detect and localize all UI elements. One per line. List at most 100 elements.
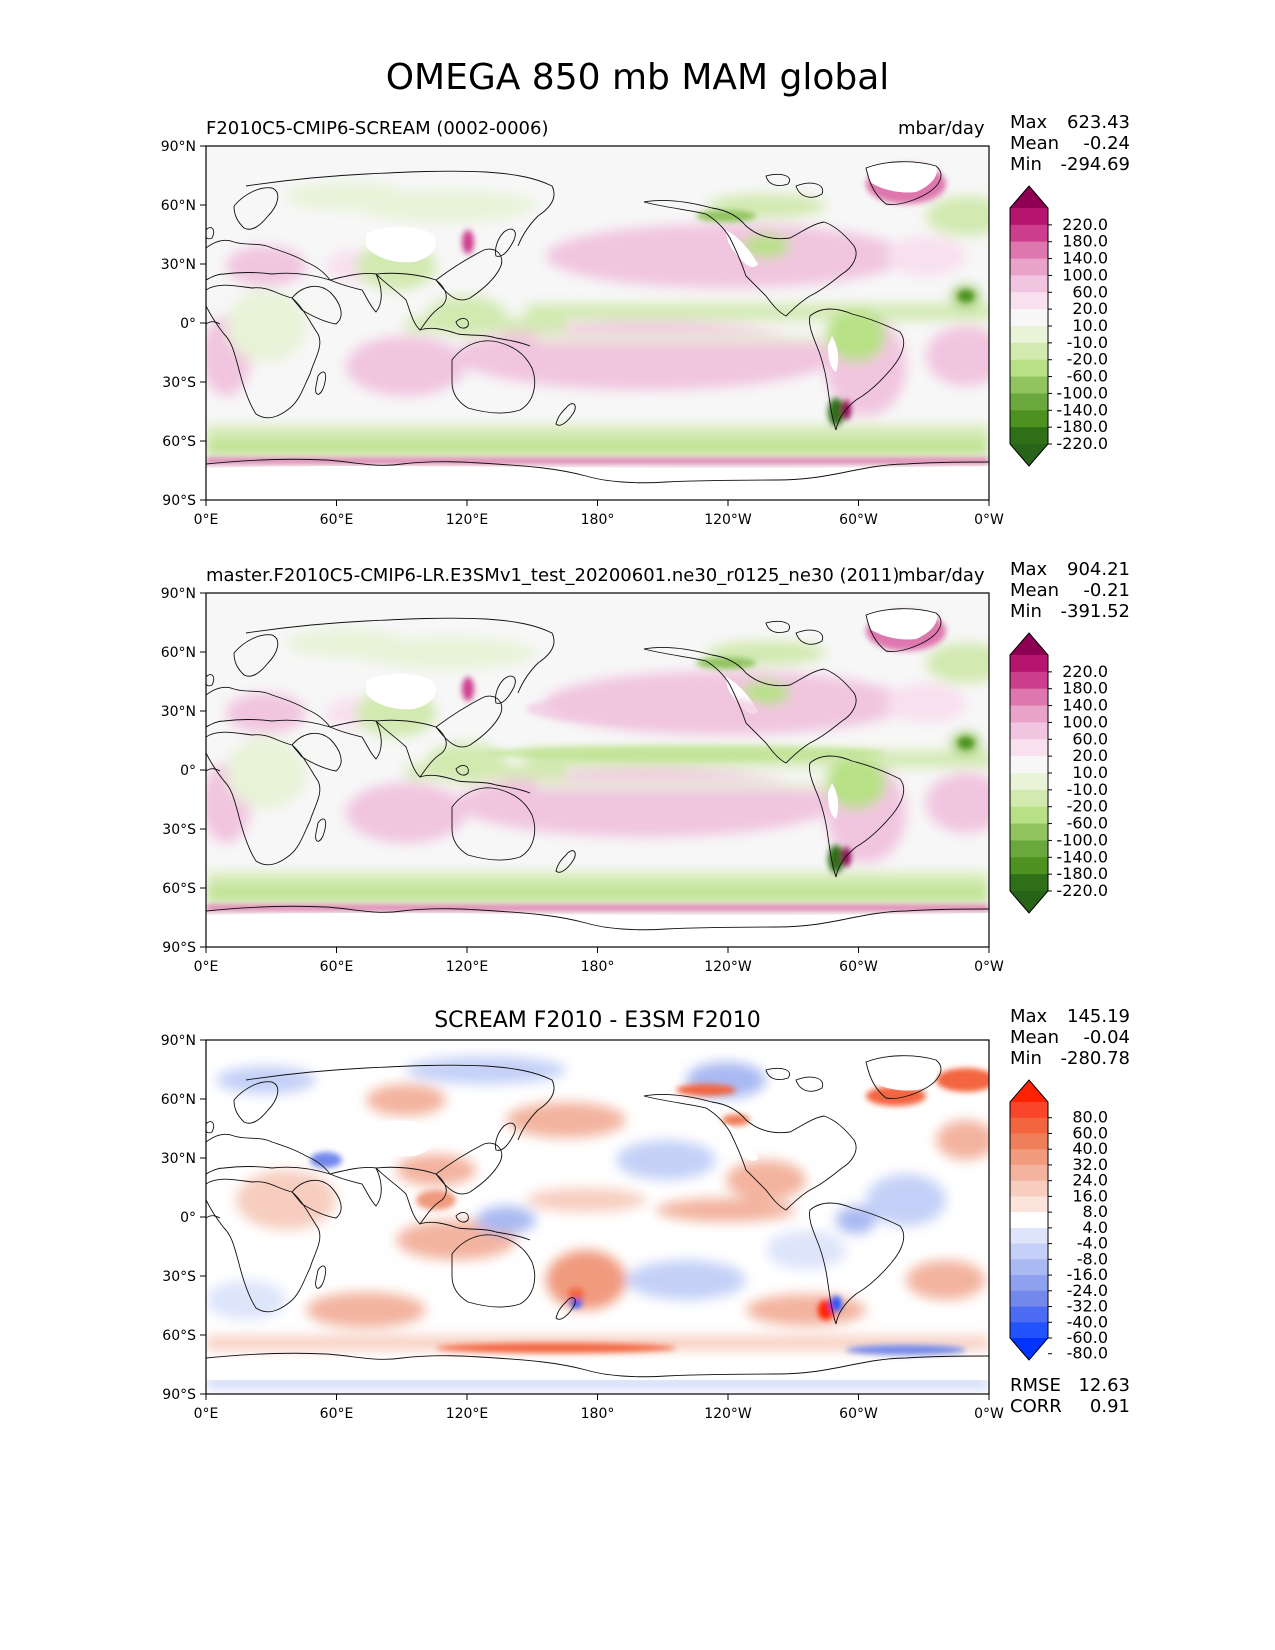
colorbar-tick-label: -180.0 [1056,864,1108,883]
lon-tick-label: 120°W [704,1406,752,1422]
lat-tick-label: 30°N [161,257,196,273]
lat-tick-label: 30°N [161,704,196,720]
lon-tick-label: 180° [581,959,615,975]
colorbar-tick-label: 60.0 [1072,729,1108,748]
colorbar-tick-label: -140.0 [1056,400,1108,419]
lon-tick-label: 60°W [839,1406,878,1422]
panel-3-map [205,1039,990,1395]
lat-tick-label: 90°N [161,139,196,155]
panel-2-colorbar: 220.0180.0140.0100.060.020.010.0-10.0-20… [1009,632,1108,914]
colorbar-tick-label: 24.0 [1072,1171,1108,1190]
lon-tick-label: 0°E [194,959,219,975]
lat-tick-label: 60°N [161,645,196,661]
panel-1-colorbar: 220.0180.0140.0100.060.020.010.0-10.0-20… [1009,185,1108,467]
panel-3-corr: CORR 0.91 [1010,1396,1130,1417]
lat-tick-label: 0° [180,1210,196,1226]
lon-tick-label: 120°E [446,959,489,975]
lon-tick-label: 180° [581,512,615,528]
colorbars: 220.0180.0140.0100.060.020.010.0-10.0-20… [1009,185,1108,1363]
lat-tick-label: 60°S [162,434,196,450]
lat-tick-label: 90°S [162,940,196,956]
lon-tick-label: 0°E [194,1406,219,1422]
colorbar-tick-label: -80.0 [1067,1344,1108,1363]
lat-tick-label: 60°N [161,1092,196,1108]
panel-1-max: Max 623.43 [1010,112,1130,133]
panel-2-title: master.F2010C5-CMIP6-LR.E3SMv1_test_2020… [206,565,900,586]
panel-1-min: Min -294.69 [1010,154,1130,175]
axes-layer: 90°N 60°N 30°N 0° 30°S 60°S 90°S 0°E 60°E 120°E 18… [161,139,1004,1422]
lon-tick-label: 120°W [704,959,752,975]
lat-tick-label: 30°N [161,1151,196,1167]
colorbar-tick-label: -24.0 [1067,1281,1108,1300]
panel-1-title: F2010C5-CMIP6-SCREAM (0002-0006) [206,118,549,139]
panel-3-max: Max 145.19 [1010,1006,1130,1027]
panel-2-map [205,592,990,948]
colorbar-tick-label: -100.0 [1056,830,1108,849]
panel-3-rmse: RMSE 12.63 [1010,1375,1130,1396]
colorbar-tick-label: -220.0 [1056,434,1108,453]
colorbar-tick-label: -8.0 [1077,1249,1108,1268]
panel-3-colorbar: 80.060.040.032.024.016.08.04.0-4.0-8.0-1… [1009,1079,1108,1363]
panel-3-mean: Mean -0.04 [1010,1027,1130,1048]
colorbar-tick-label: 140.0 [1062,696,1108,715]
colorbar-tick-label: 16.0 [1072,1186,1108,1205]
lat-tick-label: 0° [180,316,196,332]
panel-2-mean: Mean -0.21 [1010,580,1130,601]
colorbar-tick-label: 20.0 [1072,299,1108,318]
colorbar-tick-label: -140.0 [1056,847,1108,866]
lon-tick-label: 120°E [446,512,489,528]
colorbar-tick-label: -60.0 [1067,1328,1108,1347]
lat-tick-label: 60°S [162,1328,196,1344]
lon-tick-label: 0°E [194,512,219,528]
colorbar-tick-label: 80.0 [1072,1108,1108,1127]
colorbar-tick-label: -10.0 [1067,333,1108,352]
lon-tick-label: 180° [581,1406,615,1422]
lat-tick-label: 90°N [161,586,196,602]
lat-tick-label: 60°S [162,881,196,897]
colorbar-tick-label: 32.0 [1072,1155,1108,1174]
colorbar-tick-label: 220.0 [1062,662,1108,681]
lon-tick-label: 60°E [320,1406,354,1422]
panel-1-units: mbar/day [898,118,985,139]
colorbar-tick-label: 60.0 [1072,282,1108,301]
page-title: OMEGA 850 mb MAM global [385,57,890,98]
colorbar-tick-label: 10.0 [1072,316,1108,335]
lon-tick-label: 60°E [320,512,354,528]
lon-tick-label: 60°E [320,959,354,975]
colorbar-tick-label: -220.0 [1056,881,1108,900]
lat-tick-label: 90°S [162,1387,196,1403]
colorbar-tick-label: -20.0 [1067,350,1108,369]
lat-tick-label: 60°N [161,198,196,214]
colorbar-tick-label: 140.0 [1062,249,1108,268]
colorbar-tick-label: -60.0 [1067,814,1108,833]
lat-tick-label: 90°S [162,493,196,509]
lon-tick-label: 60°W [839,959,878,975]
colorbar-tick-label: 10.0 [1072,763,1108,782]
lat-tick-label: 0° [180,763,196,779]
lon-tick-label: 0°W [974,512,1004,528]
lon-tick-label: 0°W [974,959,1004,975]
colorbar-tick-label: 220.0 [1062,215,1108,234]
panel-2-max: Max 904.21 [1010,559,1130,580]
panel-1-map [205,145,990,501]
panel-2-min: Min -391.52 [1010,601,1130,622]
colorbar-tick-label: -16.0 [1067,1265,1108,1284]
lat-tick-label: 30°S [162,375,196,391]
colorbar-tick-label: 100.0 [1062,265,1108,284]
panel-1-mean: Mean -0.24 [1010,133,1130,154]
lon-tick-label: 120°E [446,1406,489,1422]
panel-3-title: SCREAM F2010 - E3SM F2010 [434,1008,761,1033]
lon-tick-label: 60°W [839,512,878,528]
colorbar-tick-label: 40.0 [1072,1139,1108,1158]
colorbar-tick-label: -60.0 [1067,367,1108,386]
lon-tick-label: 0°W [974,1406,1004,1422]
colorbar-tick-label: -20.0 [1067,797,1108,816]
colorbar-tick-label: -10.0 [1067,780,1108,799]
colorbar-tick-label: -40.0 [1067,1312,1108,1331]
colorbar-tick-label: 4.0 [1083,1218,1108,1237]
colorbar-tick-label: 60.0 [1072,1123,1108,1142]
lat-tick-label: 90°N [161,1033,196,1049]
colorbar-tick-label: 180.0 [1062,232,1108,251]
colorbar-tick-label: 100.0 [1062,712,1108,731]
